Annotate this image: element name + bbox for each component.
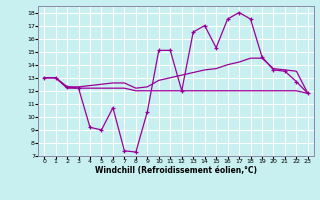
X-axis label: Windchill (Refroidissement éolien,°C): Windchill (Refroidissement éolien,°C) bbox=[95, 166, 257, 175]
